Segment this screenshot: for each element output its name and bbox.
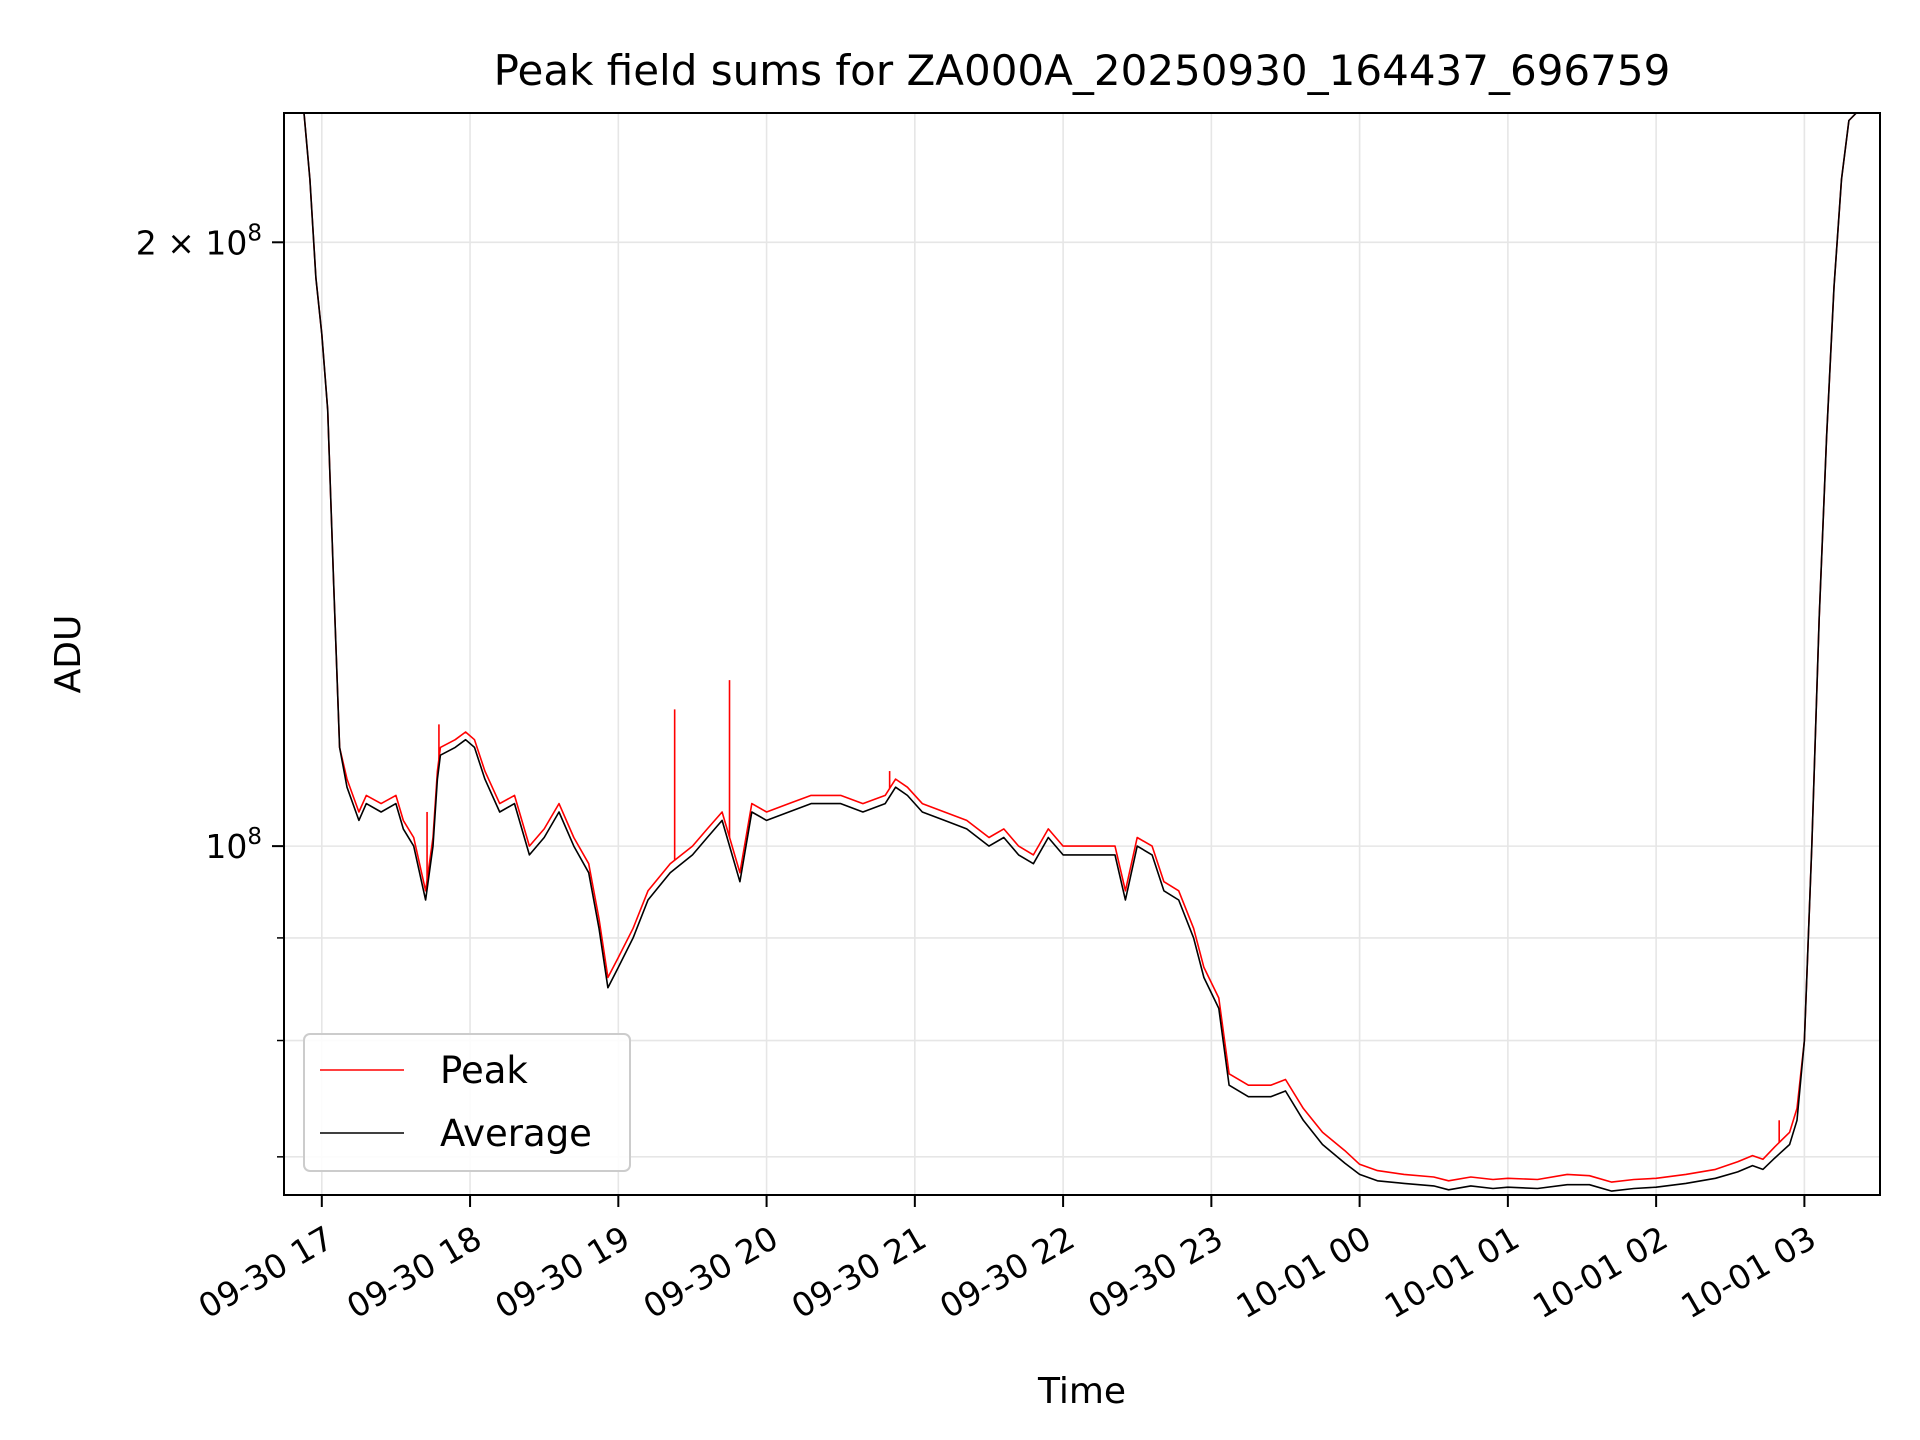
y-tick-label: 2 × 108 <box>136 220 262 262</box>
plot-frame <box>283 112 1881 1196</box>
legend: Peak Average <box>303 1033 631 1172</box>
legend-box <box>303 1033 631 1172</box>
chart-title: Peak field sums for ZA000A_20250930_1644… <box>494 46 1671 95</box>
x-axis-label: Time <box>1037 1371 1126 1412</box>
grid-lines <box>284 113 1880 1195</box>
average-series-line <box>284 113 1879 1192</box>
legend-average-label: Average <box>440 1112 592 1155</box>
legend-peak-label: Peak <box>440 1049 528 1092</box>
y-axis-label: ADU <box>48 615 89 694</box>
peak-series-line <box>284 113 1879 1183</box>
y-tick-label: 108 <box>205 824 262 866</box>
plot-series <box>284 113 1879 1192</box>
